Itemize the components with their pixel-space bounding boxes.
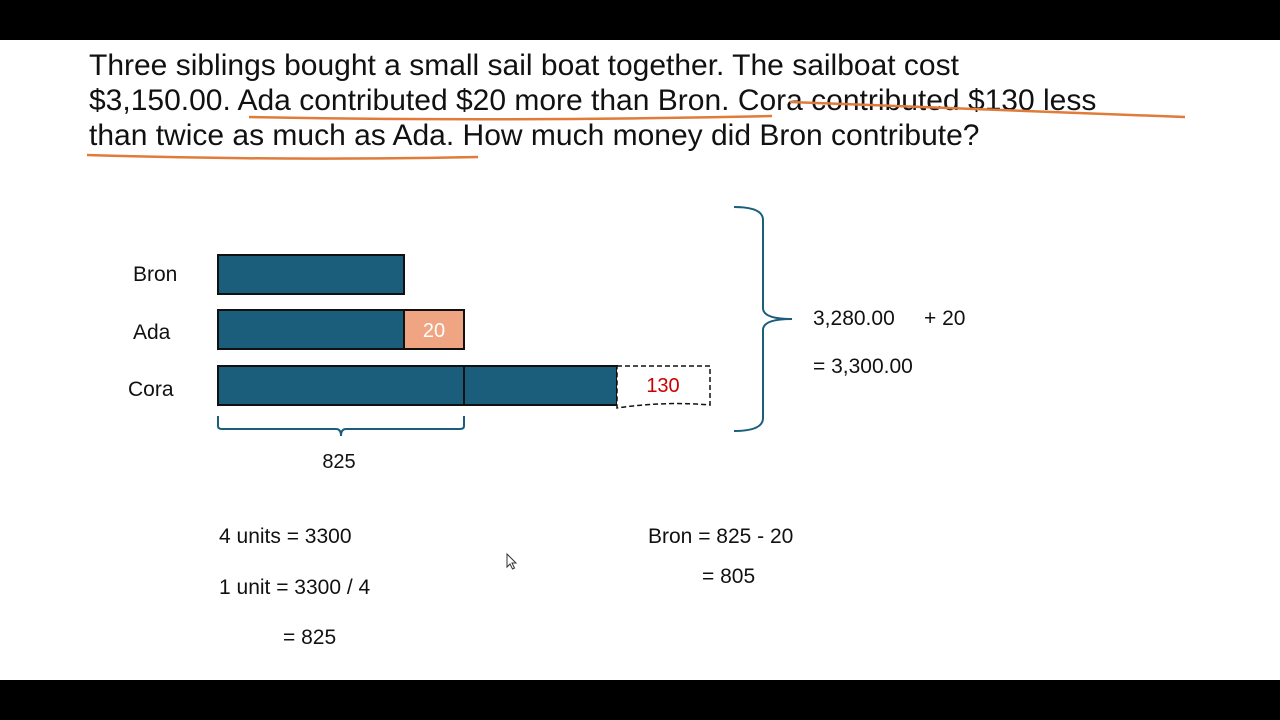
work-left-line-1: 4 units = 3300	[219, 525, 352, 548]
problem-line-1: Three siblings bought a small sail boat …	[89, 49, 959, 82]
problem-line-3: than twice as much as Ada. How much mone…	[89, 118, 1209, 153]
bron-bar	[217, 254, 405, 295]
cora-less-box	[616, 365, 711, 409]
slide: Three siblings bought a small sail boat …	[0, 40, 1280, 680]
work-right-line-1: Bron = 825 - 20	[648, 525, 794, 548]
problem-text: Three siblings bought a small sail boat …	[89, 48, 1209, 153]
underline-cora-clue-end	[86, 153, 479, 160]
total-brace	[733, 206, 793, 432]
work-left-line-3: = 825	[283, 626, 337, 649]
work-left-line-2: 1 unit = 3300 / 4	[219, 576, 371, 599]
cora-clue-end: than twice as much as Ada	[89, 119, 446, 152]
adjusted-total: = 3,300.00	[813, 355, 913, 378]
adjust-value: + 20	[924, 307, 965, 330]
bar-model-diagram: Bron Ada Cora 20 130 825 3,280.00 + 20 =…	[86, 100, 1186, 473]
problem-line-2: $3,150.00. Ada contributed $20 more than…	[89, 83, 1209, 118]
cora-label: Cora	[128, 378, 174, 401]
unit-value-label: 825	[322, 451, 355, 473]
problem-text-total: $3,150.00.	[89, 84, 238, 117]
ada-clue: Ada contributed $20 more than Bron	[237, 84, 722, 117]
mouse-pointer-icon	[506, 553, 518, 570]
cora-bar-part-2	[463, 365, 618, 406]
ada-bar-unit	[217, 309, 405, 350]
ada-label: Ada	[133, 321, 171, 344]
problem-question: . How much money did Bron contribute?	[445, 119, 980, 152]
problem-text-period: .	[721, 84, 738, 117]
ada-extra-box	[403, 309, 465, 350]
cora-bar-part-1	[217, 365, 465, 406]
total-value: 3,280.00	[813, 307, 895, 330]
cora-less-label: 130	[646, 375, 679, 397]
unit-brace	[217, 416, 465, 437]
work-right-line-2: = 805	[702, 565, 756, 588]
underline-cora-clue-start	[789, 100, 1186, 119]
bron-label: Bron	[133, 263, 177, 286]
ada-extra-label: 20	[423, 320, 445, 342]
cora-clue-start: Cora contributed $130 less	[737, 84, 1097, 117]
underline-ada-clue	[248, 114, 773, 121]
